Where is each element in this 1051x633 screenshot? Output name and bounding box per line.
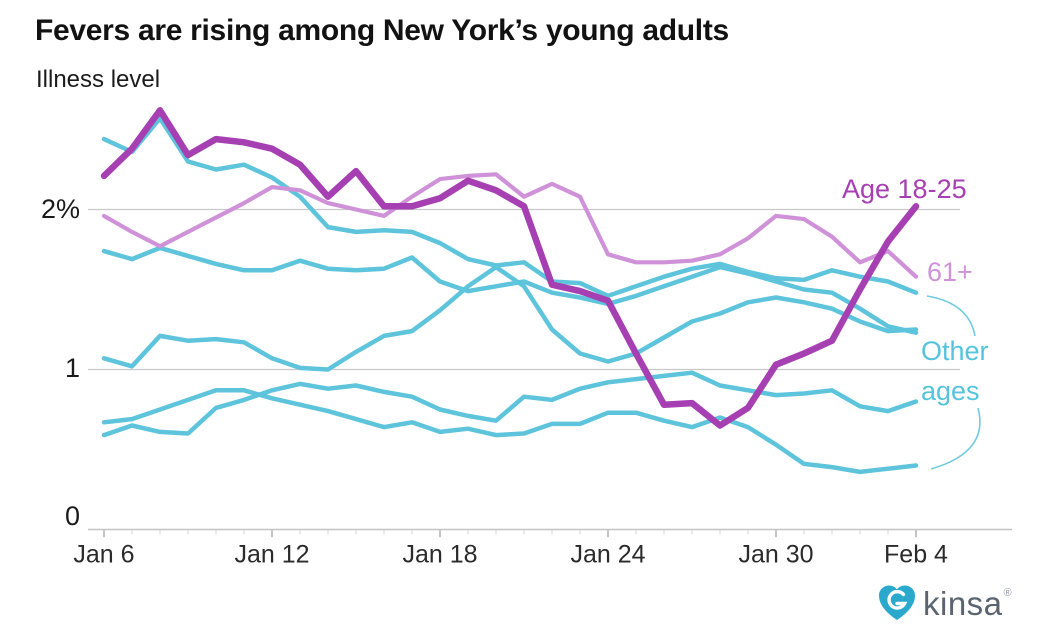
- series-label-age-18-25: Age 18-25: [842, 174, 967, 204]
- kinsa-heart-icon: [879, 585, 915, 620]
- line-series-other-4: [101, 388, 919, 475]
- registered-mark: ®: [1003, 587, 1012, 599]
- y-tick-label-0: 0: [64, 501, 80, 531]
- line-series-other-3: [101, 264, 919, 372]
- kinsa-logo: kinsa ®: [876, 583, 1012, 623]
- x-tick-label: Jan 6: [73, 541, 134, 569]
- x-tick-label: Jan 12: [234, 541, 309, 569]
- x-tick-label: Jan 30: [738, 541, 813, 569]
- series-label-other-ages-line2: ages: [921, 376, 980, 406]
- series-label-61-plus: 61+: [927, 257, 973, 287]
- line-series-other-1: [101, 116, 919, 299]
- other-ages-brace-bottom: [930, 407, 981, 470]
- y-tick-label-2pct: 2%: [40, 194, 80, 224]
- page-title: Fevers are rising among New York’s young…: [35, 14, 729, 47]
- kinsa-wordmark: kinsa: [923, 584, 1003, 622]
- series-label-other-ages-line1: Other: [921, 336, 989, 366]
- line-series-age-61-plus: [101, 172, 919, 279]
- x-tick-label: Jan 24: [570, 541, 645, 569]
- line-series-age-18-25: [100, 107, 920, 429]
- y-axis-title: Illness level: [36, 66, 161, 93]
- y-tick-label-1: 1: [64, 353, 80, 383]
- line-series-other-5: [101, 370, 919, 438]
- other-ages-brace-top: [926, 295, 976, 337]
- x-tick-label: Feb 4: [884, 541, 948, 569]
- line-series-other-2: [101, 245, 919, 335]
- x-tick-label: Jan 18: [402, 541, 477, 569]
